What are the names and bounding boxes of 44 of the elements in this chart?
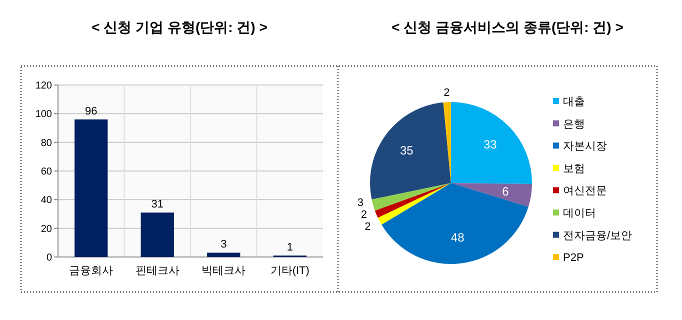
data-label: 1 <box>286 242 293 254</box>
y-tick-label: 20 <box>40 224 52 235</box>
data-label: 96 <box>85 105 98 118</box>
y-tick-label: 120 <box>35 80 52 92</box>
pie-slice <box>378 183 451 225</box>
legend-label: 자본시장 <box>563 140 607 153</box>
data-label: 31 <box>151 198 164 211</box>
x-tick-label: 빅테크사 <box>202 265 246 277</box>
data-label: 2 <box>444 87 450 100</box>
data-label: 3 <box>220 238 227 251</box>
legend-label: 은행 <box>563 118 585 130</box>
chart-title: < 신청 금융서비스의 종류(단위: 건) > <box>392 19 624 35</box>
y-tick-label: 0 <box>46 252 52 264</box>
x-tick-label: 기타(IT) <box>270 265 310 277</box>
bar <box>207 252 240 257</box>
x-tick-label: 금융회사 <box>69 265 114 277</box>
data-label: 2 <box>364 220 371 233</box>
bar <box>74 119 108 257</box>
data-label: 6 <box>502 184 510 199</box>
legend-label: 데이터 <box>563 208 596 220</box>
pie-slice <box>451 183 532 207</box>
pie-slice <box>374 183 451 218</box>
y-tick-label: 60 <box>40 166 52 178</box>
x-tick-label: 핀테크사 <box>135 265 180 277</box>
legend-label: 대출 <box>563 96 585 108</box>
y-tick-label: 40 <box>40 195 52 206</box>
data-label: 48 <box>450 230 465 245</box>
pie-slice <box>372 183 451 211</box>
chart-title: < 신청 기업 유형(단위: 건) > <box>92 19 268 35</box>
data-label: 33 <box>484 137 498 152</box>
y-tick-label: 80 <box>40 138 52 149</box>
legend-label: 여신전문 <box>563 185 607 198</box>
legend-label: 전자금융/보안 <box>563 230 632 242</box>
legend-label: 보험 <box>563 162 585 175</box>
pie-slice <box>443 102 451 183</box>
data-label: 2 <box>360 208 368 221</box>
data-label: 35 <box>400 143 414 158</box>
y-tick-label: 100 <box>35 109 52 120</box>
pie-slice <box>382 183 528 264</box>
legend-label: P2P <box>563 252 584 264</box>
bar <box>140 212 174 257</box>
pie-slice <box>370 102 451 200</box>
data-label: 3 <box>357 196 364 209</box>
pie-slice <box>451 102 532 184</box>
